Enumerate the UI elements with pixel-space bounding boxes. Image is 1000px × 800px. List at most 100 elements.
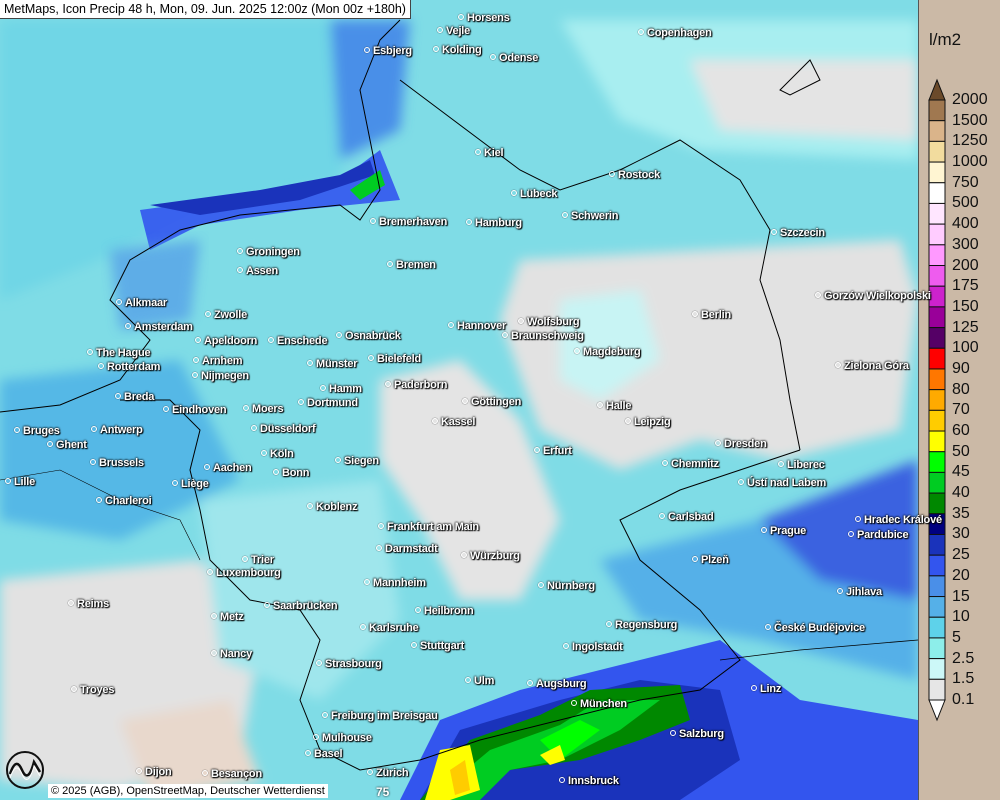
city-name: Antwerp: [100, 424, 143, 436]
city-dot-icon: [670, 730, 676, 736]
city-dot-icon: [237, 248, 243, 254]
legend-swatch: [928, 161, 946, 184]
legend-max-triangle: [928, 78, 946, 101]
city-name: Rotterdam: [107, 361, 161, 373]
city-label: Berlin: [692, 309, 731, 321]
city-name: Gorzów Wielkopolski: [824, 290, 931, 302]
city-name: Liège: [181, 478, 209, 490]
city-name: Frankfurt am Main: [387, 521, 479, 533]
legend-min-triangle: [928, 699, 946, 722]
city-name: Osnabrück: [345, 330, 401, 342]
city-name: Eindhoven: [172, 404, 227, 416]
city-dot-icon: [385, 381, 391, 387]
city-dot-icon: [47, 441, 53, 447]
city-label: Eindhoven: [163, 404, 227, 416]
city-dot-icon: [313, 734, 319, 740]
city-label: Köln: [261, 448, 294, 460]
city-name: Bielefeld: [377, 353, 422, 365]
city-dot-icon: [242, 556, 248, 562]
city-label: Hamburg: [466, 217, 522, 229]
legend-label: 50: [952, 442, 970, 460]
city-dot-icon: [243, 405, 249, 411]
city-name: Copenhagen: [647, 27, 712, 39]
city-label: Regensburg: [606, 619, 677, 631]
precipitation-map[interactable]: [0, 0, 918, 800]
legend-swatch: [928, 244, 946, 267]
legend-swatch: [928, 368, 946, 391]
city-name: Basel: [314, 748, 343, 760]
city-label: Siegen: [335, 455, 379, 467]
city-name: Aachen: [213, 462, 252, 474]
city-label: Ghent: [47, 439, 87, 451]
city-name: Strasbourg: [325, 658, 382, 670]
city-dot-icon: [527, 680, 533, 686]
city-label: Copenhagen: [638, 27, 712, 39]
city-name: Köln: [270, 448, 294, 460]
city-name: Darmstadt: [385, 543, 438, 555]
city-dot-icon: [316, 660, 322, 666]
city-dot-icon: [848, 531, 854, 537]
city-name: Lille: [14, 476, 36, 488]
city-label: Bremerhaven: [370, 216, 447, 228]
city-name: Plzeň: [701, 554, 729, 566]
city-name: Ústí nad Labem: [747, 477, 827, 489]
city-label: Zielona Góra: [835, 360, 909, 372]
legend-colorbar: [928, 78, 946, 722]
city-dot-icon: [778, 461, 784, 467]
legend-label: 300: [952, 235, 979, 253]
city-name: Karlsruhe: [369, 622, 419, 634]
city-name: Linz: [760, 683, 782, 695]
city-dot-icon: [490, 54, 496, 60]
city-label: Bremen: [387, 259, 436, 271]
city-label: The Hague: [87, 347, 151, 359]
legend-label: 80: [952, 380, 970, 398]
city-dot-icon: [90, 459, 96, 465]
city-label: Zwolle: [205, 309, 247, 321]
city-name: Halle: [606, 400, 632, 412]
city-name: Kassel: [441, 416, 476, 428]
city-name: Apeldoorn: [204, 335, 258, 347]
city-label: Kassel: [432, 416, 475, 428]
legend-swatch: [928, 533, 946, 556]
city-dot-icon: [662, 460, 668, 466]
city-label: Stuttgart: [411, 640, 464, 652]
city-label: Lübeck: [511, 188, 558, 200]
city-label: Darmstadt: [376, 543, 438, 555]
city-label: Braunschweig: [502, 330, 584, 342]
city-name: Wolfsburg: [527, 316, 580, 328]
legend-unit: l/m2: [929, 30, 962, 49]
city-label: Paderborn: [385, 379, 447, 391]
city-name: České Budějovice: [774, 622, 865, 634]
city-name: Metz: [220, 611, 244, 623]
city-label: Amsterdam: [125, 321, 193, 333]
city-label: Dortmund: [298, 397, 358, 409]
city-name: Salzburg: [679, 728, 724, 740]
city-dot-icon: [307, 503, 313, 509]
city-label: Liberec: [778, 459, 825, 471]
city-name: Chemnitz: [671, 458, 719, 470]
legend-label: 5: [952, 628, 961, 646]
city-label: Nijmegen: [192, 370, 249, 382]
city-dot-icon: [433, 46, 439, 52]
legend-label: 20: [952, 566, 970, 584]
city-name: Göttingen: [471, 396, 522, 408]
city-label: Szczecin: [771, 227, 825, 239]
city-dot-icon: [367, 769, 373, 775]
city-label: Bielefeld: [368, 353, 421, 365]
city-dot-icon: [815, 292, 821, 298]
city-name: Innsbruck: [568, 775, 619, 787]
legend-label: 70: [952, 401, 970, 419]
city-name: Liberec: [787, 459, 825, 471]
city-dot-icon: [163, 406, 169, 412]
city-label: Alkmaar: [116, 297, 167, 309]
city-label: Charleroi: [96, 495, 152, 507]
legend-swatch: [928, 575, 946, 598]
city-label: München: [571, 698, 627, 710]
city-name: Zürich: [376, 767, 409, 779]
city-dot-icon: [335, 457, 341, 463]
city-dot-icon: [370, 218, 376, 224]
city-label: Enschede: [268, 335, 328, 347]
city-name: Siegen: [344, 455, 379, 467]
legend-label: 35: [952, 504, 970, 522]
legend-label: 125: [952, 318, 979, 336]
